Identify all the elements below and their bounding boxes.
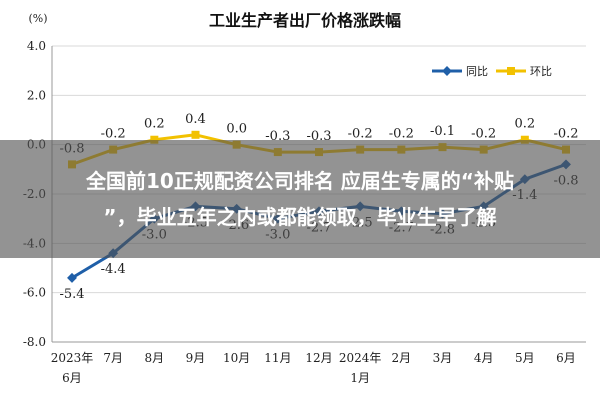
y-tick-label: 2.0	[27, 88, 46, 102]
data-label: -0.2	[348, 127, 373, 142]
chart-title: 工业生产者出厂价格涨跌幅	[209, 11, 401, 30]
legend: 同比 环比	[432, 65, 552, 78]
x-tick-label-line2: 6月	[62, 371, 82, 385]
x-tick-label: 11月	[264, 351, 291, 365]
data-label: -0.2	[553, 127, 578, 142]
legend-marker	[442, 66, 452, 76]
x-tick-label: 2024年	[339, 351, 382, 365]
banner-line-1: 全国前10正规配资公司排名 应届生专属的“补贴	[86, 169, 514, 193]
data-label: -0.2	[101, 127, 126, 142]
legend-label: 环比	[530, 65, 552, 78]
x-tick-label: 5月	[515, 351, 535, 365]
x-tick-label: 10月	[223, 351, 250, 365]
x-tick-label: 9月	[186, 351, 206, 365]
y-tick-label: 4.0	[27, 39, 46, 53]
x-tick-label: 8月	[145, 351, 165, 365]
x-tick-label: 12月	[305, 351, 332, 365]
data-label: 0.2	[144, 117, 165, 132]
data-point	[191, 130, 200, 139]
data-point	[150, 135, 159, 144]
legend-marker	[507, 67, 515, 75]
x-tick-label: 6月	[556, 351, 576, 365]
data-label: -0.2	[389, 127, 414, 142]
legend-label: 同比	[466, 65, 488, 78]
x-tick-label: 7月	[103, 351, 123, 365]
x-tick-label-line2: 1月	[350, 371, 370, 385]
data-label: -5.4	[59, 287, 84, 302]
x-tick-label: 3月	[433, 351, 453, 365]
promo-banner[interactable]: 全国前10正规配资公司排名 应届生专属的“补贴 ”，毕业五年之内或都能领取，毕业…	[0, 140, 600, 258]
x-tick-label: 2月	[392, 351, 412, 365]
data-point	[520, 135, 529, 144]
x-tick-label: 2023年	[51, 351, 94, 365]
data-label: 0.2	[514, 117, 535, 132]
data-label: 0.0	[226, 122, 247, 137]
x-tick-label: 4月	[474, 351, 494, 365]
y-tick-label: -8.0	[23, 335, 46, 349]
data-label: -0.1	[430, 124, 455, 139]
data-label: -0.2	[471, 127, 496, 142]
y-tick-label: -6.0	[23, 286, 46, 300]
data-label: -4.4	[101, 262, 126, 277]
data-label: 0.4	[185, 112, 206, 127]
unit-label: (%)	[28, 12, 47, 25]
banner-line-2: ”，毕业五年之内或都能领取，毕业生早了解	[103, 205, 497, 229]
